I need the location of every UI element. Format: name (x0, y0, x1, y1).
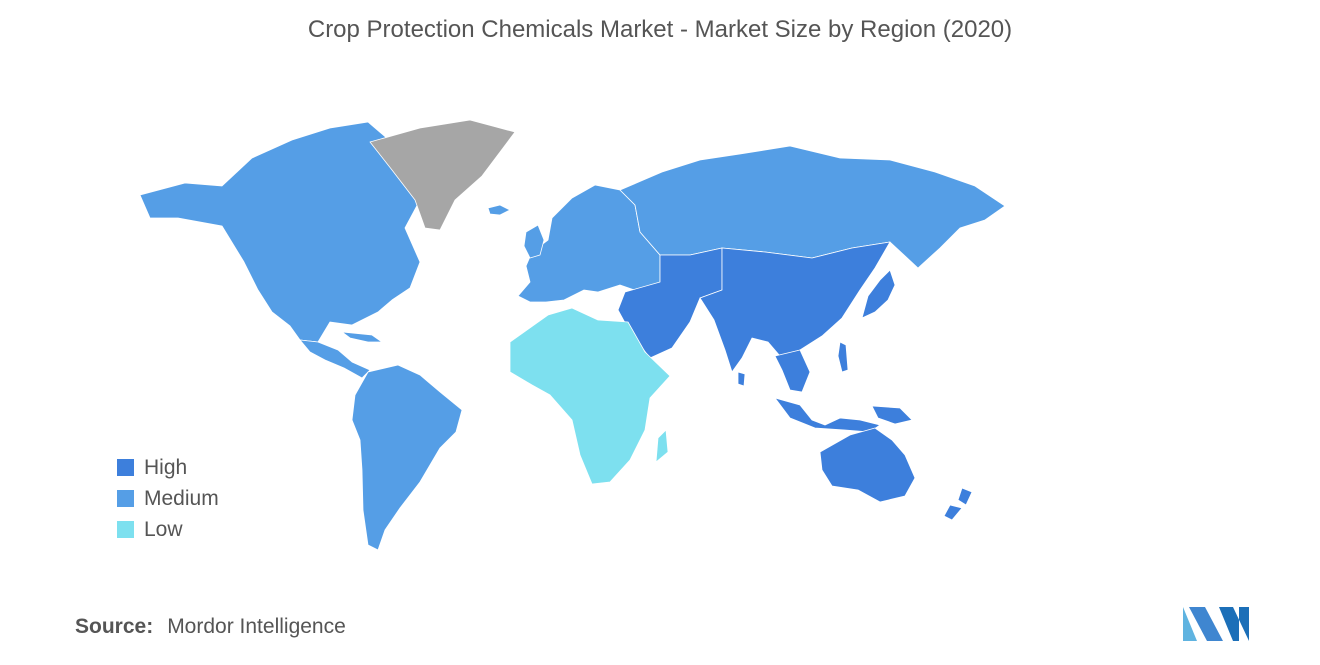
mordor-logo (1183, 607, 1249, 641)
region-png (871, 405, 913, 425)
region-uk (523, 224, 545, 259)
region-philippines (837, 341, 849, 373)
region-greenland (369, 119, 516, 231)
region-indonesia (774, 397, 881, 433)
region-southeast-asia (774, 349, 811, 393)
region-japan (861, 269, 896, 319)
chart-title: Crop Protection Chemicals Market - Marke… (307, 16, 1013, 43)
region-iceland (487, 204, 511, 216)
source-note: Source: Mordor Intelligence (75, 615, 346, 639)
legend-swatch-low (117, 521, 134, 538)
legend: High Medium Low (117, 452, 219, 545)
legend-label-high: High (144, 455, 188, 479)
region-central-america (299, 339, 371, 379)
legend-item-low: Low (117, 514, 219, 545)
region-south-america (351, 364, 463, 551)
legend-swatch-medium (117, 490, 134, 507)
legend-swatch-high (117, 459, 134, 476)
region-australia (819, 427, 916, 503)
logo-shape-left (1183, 607, 1197, 641)
legend-item-high: High (117, 452, 219, 483)
logo-shape-right (1219, 607, 1249, 641)
region-north-america (139, 121, 421, 343)
region-russia (619, 145, 1006, 269)
legend-label-medium: Medium (144, 486, 219, 510)
region-madagascar (655, 429, 669, 463)
legend-item-medium: Medium (117, 483, 219, 514)
legend-label-low: Low (144, 517, 183, 541)
source-label: Source: (75, 615, 154, 638)
region-africa (509, 307, 671, 485)
region-sri-lanka (737, 371, 746, 387)
region-caribbean (341, 331, 383, 343)
source-value: Mordor Intelligence (167, 615, 346, 638)
region-new-zealand (943, 487, 973, 521)
logo-shape-middle (1189, 607, 1223, 641)
